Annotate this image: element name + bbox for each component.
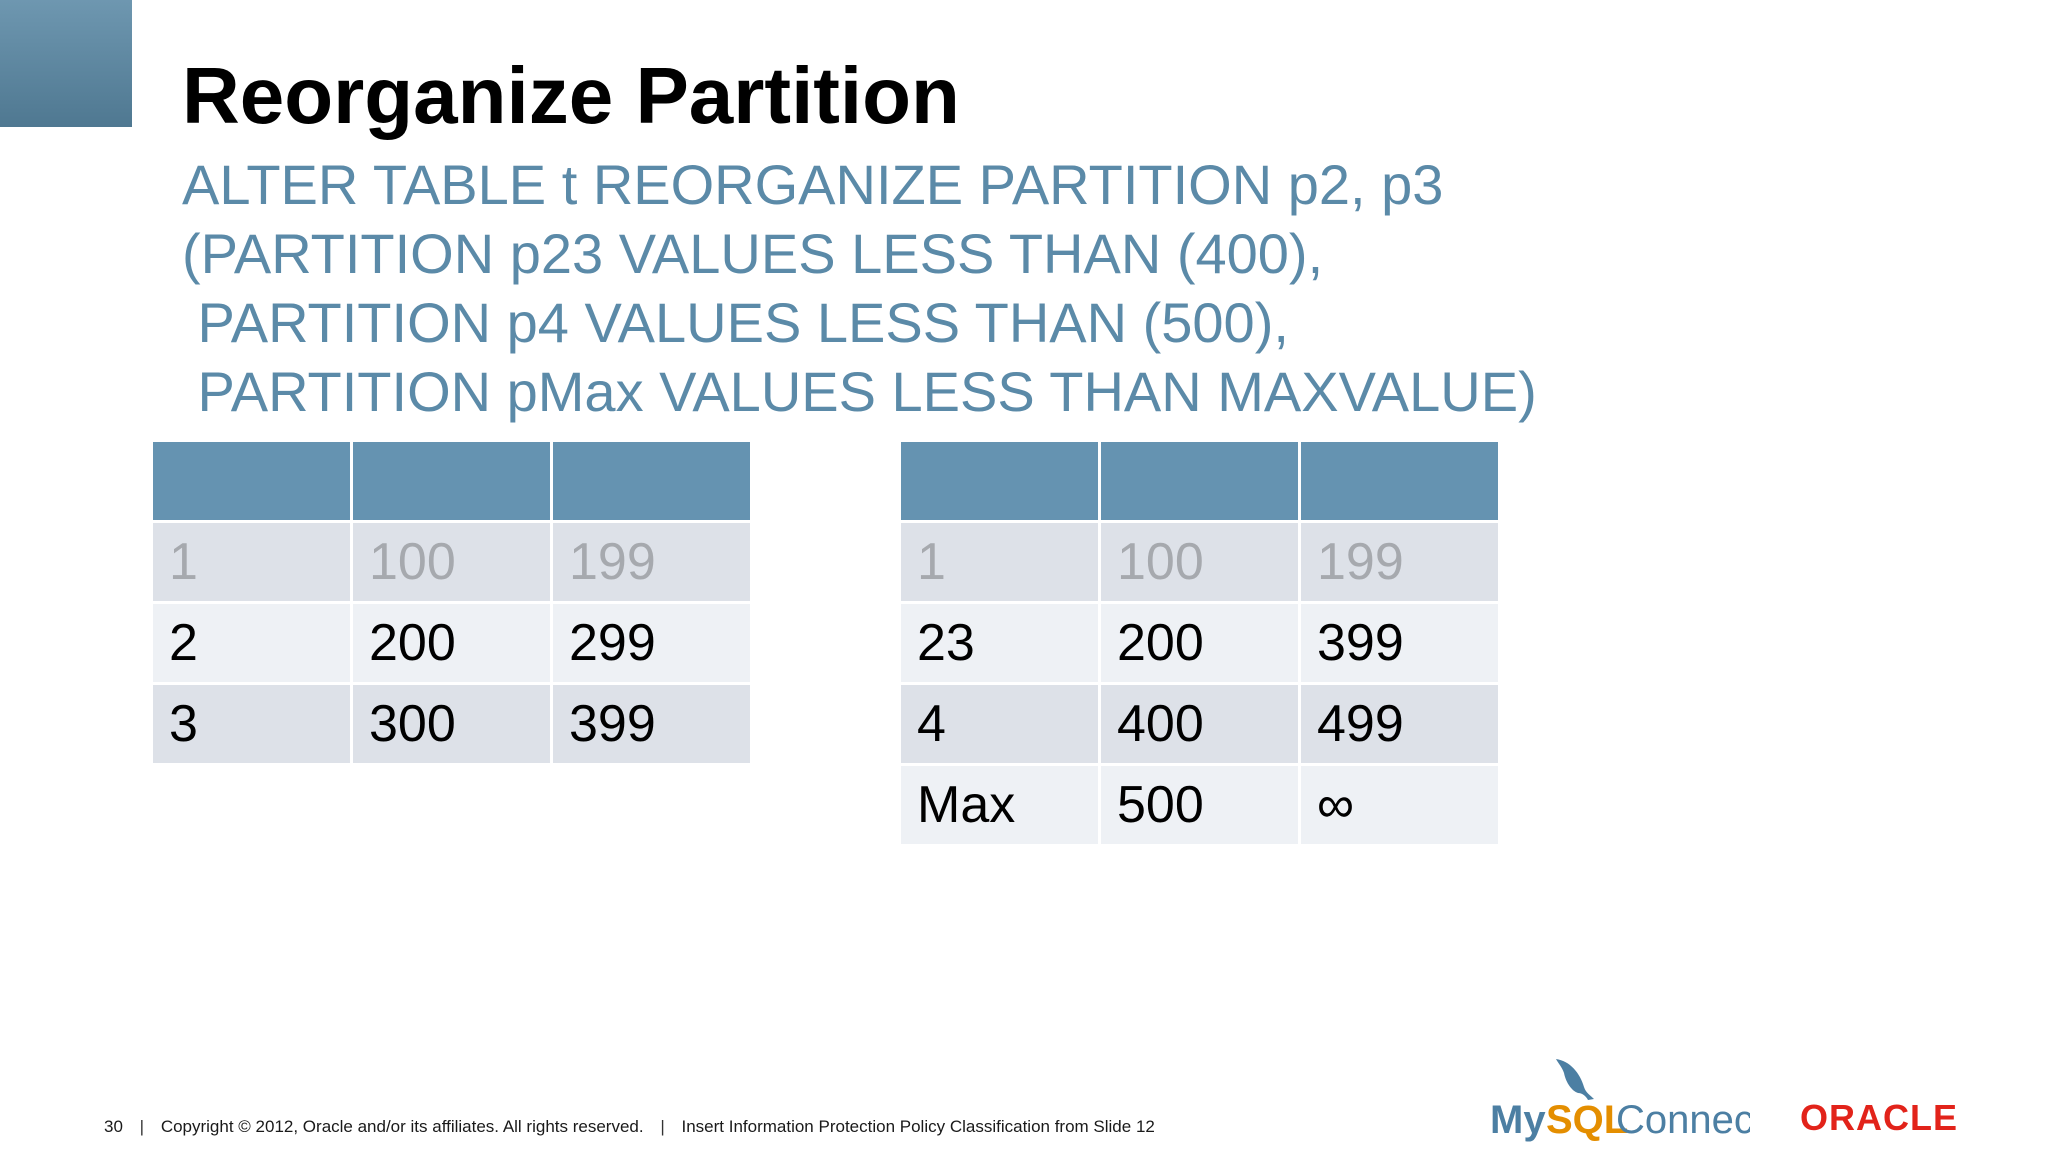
table-row: Max 500 ∞: [901, 766, 1498, 844]
range-end-cell: 399: [1301, 604, 1498, 682]
page-number: 30: [104, 1117, 123, 1136]
partition-cell: 4: [901, 685, 1098, 763]
footer-divider: |: [139, 1117, 145, 1136]
sql-line: PARTITION p4 VALUES LESS THAN (500),: [182, 291, 1289, 354]
table-header-cell: [901, 442, 1098, 520]
table-row: 4 400 499: [901, 685, 1498, 763]
range-start-cell: 100: [353, 523, 550, 601]
partitions-before-table: 1 100 199 2 200 299 3 300 399: [150, 439, 753, 766]
sql-line: ALTER TABLE t REORGANIZE PARTITION p2, p…: [182, 153, 1444, 216]
range-end-cell: 499: [1301, 685, 1498, 763]
partition-cell: Max: [901, 766, 1098, 844]
partition-cell: 1: [153, 523, 350, 601]
range-end-cell: 199: [1301, 523, 1498, 601]
slide-footer: 30 | Copyright © 2012, Oracle and/or its…: [104, 1117, 1155, 1137]
mysql-sql-text: SQL: [1546, 1098, 1628, 1142]
partition-cell: 1: [901, 523, 1098, 601]
copyright-text: Copyright © 2012, Oracle and/or its affi…: [160, 1117, 644, 1136]
sql-line: (PARTITION p23 VALUES LESS THAN (400),: [182, 222, 1324, 285]
dolphin-icon: [1556, 1059, 1594, 1100]
table-header-cell: [353, 442, 550, 520]
partitions-after-table: 1 100 199 23 200 399 4 400 499 Max 500 ∞: [898, 439, 1501, 847]
table-header-cell: [1101, 442, 1298, 520]
range-start-cell: 500: [1101, 766, 1298, 844]
table-header-cell: [153, 442, 350, 520]
range-end-cell: ∞: [1301, 766, 1498, 844]
partition-cell: 3: [153, 685, 350, 763]
table-row: 3 300 399: [153, 685, 750, 763]
table-header-row: [901, 442, 1498, 520]
partition-cell: 23: [901, 604, 1098, 682]
range-start-cell: 200: [353, 604, 550, 682]
table-header-cell: [1301, 442, 1498, 520]
range-start-cell: 100: [1101, 523, 1298, 601]
table-row: 23 200 399: [901, 604, 1498, 682]
corner-accent-square: [0, 0, 132, 127]
mysql-my-text: My: [1490, 1098, 1546, 1142]
mysql-connect-text: Connect: [1616, 1098, 1750, 1142]
sql-statement: ALTER TABLE t REORGANIZE PARTITION p2, p…: [182, 150, 1537, 426]
range-start-cell: 200: [1101, 604, 1298, 682]
range-end-cell: 199: [553, 523, 750, 601]
table-header-cell: [553, 442, 750, 520]
range-start-cell: 400: [1101, 685, 1298, 763]
table-header-row: [153, 442, 750, 520]
range-end-cell: 399: [553, 685, 750, 763]
oracle-logo: ORACLE: [1800, 1097, 1958, 1138]
table-row: 1 100 199: [153, 523, 750, 601]
table-row: 1 100 199: [901, 523, 1498, 601]
classification-text: Insert Information Protection Policy Cla…: [681, 1117, 1155, 1136]
sql-line: PARTITION pMax VALUES LESS THAN MAXVALUE…: [182, 360, 1537, 423]
mysql-connect-logo: My SQL Connect: [1490, 1059, 1750, 1142]
slide-title: Reorganize Partition: [182, 51, 960, 140]
footer-divider: |: [660, 1117, 665, 1136]
partition-cell: 2: [153, 604, 350, 682]
range-start-cell: 300: [353, 685, 550, 763]
table-row: 2 200 299: [153, 604, 750, 682]
range-end-cell: 299: [553, 604, 750, 682]
